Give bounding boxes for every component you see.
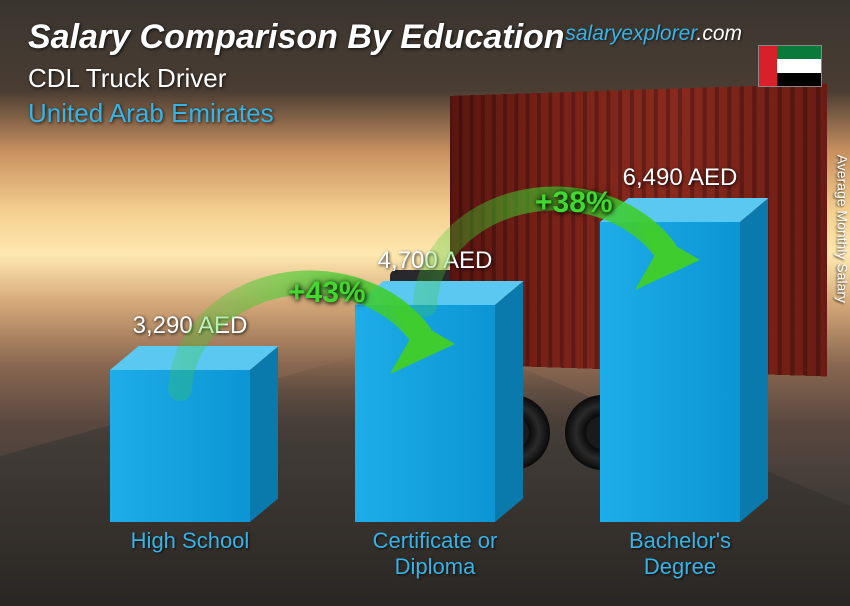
bar-chart: 3,290 AEDHigh School4,700 AEDCertificate… <box>60 134 800 574</box>
y-axis-label: Average Monthly Salary <box>834 155 850 303</box>
bar-label: Bachelor's Degree <box>590 528 770 581</box>
increase-label-1: +38% <box>535 186 613 220</box>
uae-flag-icon <box>758 45 822 87</box>
increase-label-0: +43% <box>288 276 366 310</box>
header: Salary Comparison By Education CDL Truck… <box>28 18 822 129</box>
bar-label: High School <box>100 528 280 554</box>
chart-country: United Arab Emirates <box>28 98 822 129</box>
bar-side <box>740 199 768 522</box>
increase-arc-1 <box>400 140 700 330</box>
chart-subtitle: CDL Truck Driver <box>28 63 822 94</box>
bar-label: Certificate or Diploma <box>345 528 525 581</box>
site-name: salaryexplorer.com <box>565 22 742 46</box>
